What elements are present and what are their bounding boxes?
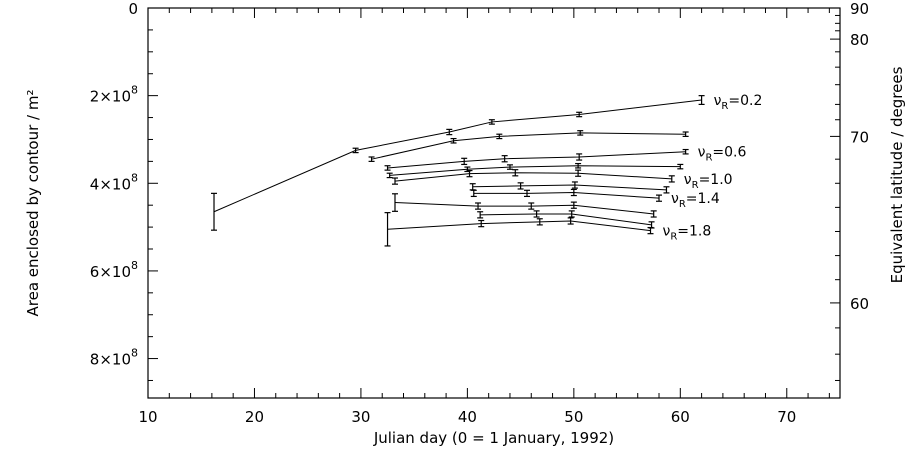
y-tick-label: 0: [128, 0, 138, 18]
y-tick-label: 2×108: [90, 84, 138, 106]
series-line-0: [213, 99, 702, 213]
series-label: νR=0.6: [698, 145, 747, 164]
y-tick-label: 8×108: [90, 347, 138, 369]
series-line-9: [387, 220, 651, 232]
right-axis-title: Equivalent latitude / degrees: [888, 66, 906, 283]
y-tick-label: 6×108: [90, 259, 138, 281]
series-label: νR=1.4: [671, 191, 720, 210]
x-tick-label: 20: [245, 408, 264, 426]
series-line-5: [472, 184, 667, 191]
series-line-6: [473, 191, 660, 199]
series-line-8: [480, 213, 652, 226]
y-tick-label: 4×108: [90, 171, 138, 193]
plot-frame: [147, 7, 841, 399]
x-tick-label: 60: [671, 408, 690, 426]
x-tick-label: 70: [777, 408, 796, 426]
series-labels: νR=0.2 νR=0.6 νR=1.0νR=1.4 νR=1.8: [662, 93, 762, 243]
right-tick-label: 80: [850, 31, 869, 49]
right-axis-ticks: 90 80 70 60: [830, 0, 869, 381]
x-axis-ticks: 10 20 30 40 50 60 70: [138, 8, 830, 426]
x-tick-label: 40: [458, 408, 477, 426]
right-tick-label: 70: [850, 128, 869, 146]
x-tick-label: 50: [564, 408, 583, 426]
x-axis-title: Julian day (0 = 1 January, 1992): [373, 429, 614, 447]
series-line-2: [387, 151, 686, 169]
series-line-7: [394, 202, 654, 215]
y-axis-ticks: 0 2×108 4×108 6×108 8×108: [90, 0, 158, 381]
y-axis-title: Area enclosed by contour / m²: [24, 90, 42, 317]
series-label: νR=1.0: [684, 172, 733, 191]
series-group: [211, 95, 705, 247]
right-tick-label: 90: [850, 0, 869, 18]
series-line-3: [389, 165, 681, 176]
x-tick-label: 10: [138, 408, 157, 426]
series-line-4: [394, 172, 672, 182]
x-tick-label: 30: [351, 408, 370, 426]
series-line-1: [371, 132, 686, 160]
series-label: νR=0.2: [714, 93, 763, 112]
right-tick-label: 60: [850, 295, 869, 313]
series-label: νR=1.8: [662, 224, 711, 243]
